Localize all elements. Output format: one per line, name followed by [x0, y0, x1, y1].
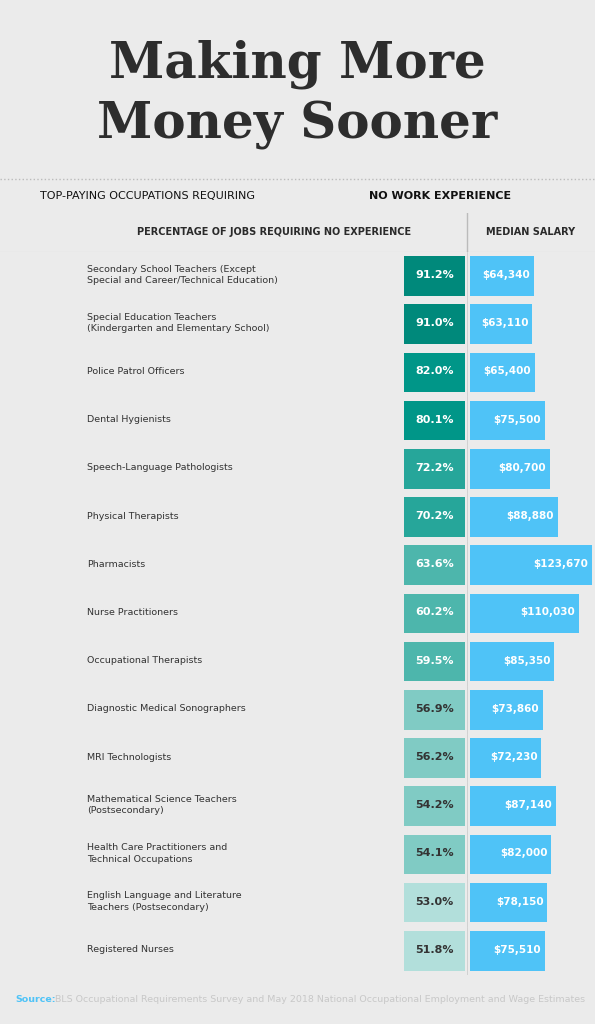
Text: BLS Occupational Requirements Survey and May 2018 National Occupational Employme: BLS Occupational Requirements Survey and… [55, 995, 585, 1004]
Text: Registered Nurses: Registered Nurses [87, 945, 174, 954]
FancyBboxPatch shape [404, 400, 465, 440]
Text: 51.8%: 51.8% [415, 945, 453, 954]
Text: Nurse Practitioners: Nurse Practitioners [87, 608, 178, 616]
Text: 91.2%: 91.2% [415, 270, 454, 280]
FancyBboxPatch shape [470, 738, 541, 777]
Text: Money Sooner: Money Sooner [98, 101, 497, 150]
Text: $88,880: $88,880 [506, 511, 554, 521]
FancyBboxPatch shape [470, 883, 547, 923]
Text: $63,110: $63,110 [481, 318, 529, 329]
FancyBboxPatch shape [470, 256, 534, 296]
Text: $65,400: $65,400 [483, 367, 531, 377]
Text: Physical Therapists: Physical Therapists [87, 512, 179, 520]
Text: 91.0%: 91.0% [415, 318, 453, 329]
Text: $110,030: $110,030 [520, 607, 575, 617]
Text: $82,000: $82,000 [500, 849, 547, 858]
FancyBboxPatch shape [470, 835, 551, 874]
Text: $80,700: $80,700 [499, 463, 546, 473]
FancyBboxPatch shape [470, 546, 592, 585]
Text: Pharmacists: Pharmacists [87, 560, 146, 568]
FancyBboxPatch shape [470, 690, 543, 729]
Text: Health Care Practitioners and
Technical Occupations: Health Care Practitioners and Technical … [87, 843, 228, 863]
FancyBboxPatch shape [470, 450, 550, 488]
Text: Diagnostic Medical Sonographers: Diagnostic Medical Sonographers [87, 705, 246, 714]
Text: Dental Hygienists: Dental Hygienists [87, 415, 171, 424]
Text: $78,150: $78,150 [496, 897, 544, 906]
FancyBboxPatch shape [404, 256, 465, 296]
FancyBboxPatch shape [404, 304, 465, 344]
Text: Occupational Therapists: Occupational Therapists [87, 656, 203, 666]
FancyBboxPatch shape [470, 304, 533, 344]
Text: 53.0%: 53.0% [415, 897, 453, 906]
Text: Mathematical Science Teachers
(Postsecondary): Mathematical Science Teachers (Postsecon… [87, 795, 237, 815]
FancyBboxPatch shape [404, 883, 465, 923]
FancyBboxPatch shape [470, 642, 554, 681]
FancyBboxPatch shape [404, 546, 465, 585]
FancyBboxPatch shape [404, 498, 465, 537]
FancyBboxPatch shape [470, 400, 544, 440]
FancyBboxPatch shape [470, 594, 578, 633]
Text: $87,140: $87,140 [505, 800, 552, 810]
Text: 63.6%: 63.6% [415, 559, 454, 569]
Text: $72,230: $72,230 [490, 752, 538, 762]
FancyBboxPatch shape [404, 786, 465, 826]
Text: Special Education Teachers
(Kindergarten and Elementary School): Special Education Teachers (Kindergarten… [87, 313, 270, 334]
Text: 80.1%: 80.1% [415, 415, 453, 425]
Text: 59.5%: 59.5% [415, 655, 453, 666]
FancyBboxPatch shape [404, 450, 465, 488]
Text: English Language and Literature
Teachers (Postsecondary): English Language and Literature Teachers… [87, 891, 242, 911]
Text: 72.2%: 72.2% [415, 463, 453, 473]
Text: 82.0%: 82.0% [415, 367, 453, 377]
FancyBboxPatch shape [470, 352, 534, 392]
FancyBboxPatch shape [470, 786, 556, 826]
Text: 56.2%: 56.2% [415, 752, 453, 762]
Text: MEDIAN SALARY: MEDIAN SALARY [487, 227, 575, 238]
Text: $64,340: $64,340 [482, 270, 530, 280]
Text: 60.2%: 60.2% [415, 607, 453, 617]
Text: 56.9%: 56.9% [415, 703, 454, 714]
Text: Secondary School Teachers (Except
Special and Career/Technical Education): Secondary School Teachers (Except Specia… [87, 265, 278, 286]
FancyBboxPatch shape [404, 594, 465, 633]
FancyBboxPatch shape [404, 690, 465, 729]
FancyBboxPatch shape [404, 642, 465, 681]
Text: $85,350: $85,350 [503, 655, 550, 666]
Text: 54.2%: 54.2% [415, 800, 453, 810]
FancyBboxPatch shape [404, 738, 465, 777]
FancyBboxPatch shape [404, 835, 465, 874]
Text: 54.1%: 54.1% [415, 849, 453, 858]
Text: 70.2%: 70.2% [415, 511, 453, 521]
Text: $75,500: $75,500 [493, 415, 541, 425]
Text: NO WORK EXPERIENCE: NO WORK EXPERIENCE [369, 191, 511, 201]
Text: Source:: Source: [15, 995, 55, 1004]
Text: MRI Technologists: MRI Technologists [87, 753, 172, 762]
FancyBboxPatch shape [404, 931, 465, 971]
Text: $123,670: $123,670 [534, 559, 588, 569]
Text: $73,860: $73,860 [491, 703, 539, 714]
Text: TOP-PAYING OCCUPATIONS REQUIRING: TOP-PAYING OCCUPATIONS REQUIRING [40, 191, 259, 201]
FancyBboxPatch shape [470, 498, 558, 537]
FancyBboxPatch shape [470, 931, 544, 971]
Text: PERCENTAGE OF JOBS REQUIRING NO EXPERIENCE: PERCENTAGE OF JOBS REQUIRING NO EXPERIEN… [137, 227, 411, 238]
Text: $75,510: $75,510 [493, 945, 541, 954]
Text: Making More: Making More [109, 40, 486, 89]
Text: Police Patrol Officers: Police Patrol Officers [87, 367, 185, 376]
Text: Speech-Language Pathologists: Speech-Language Pathologists [87, 463, 233, 472]
FancyBboxPatch shape [404, 352, 465, 392]
